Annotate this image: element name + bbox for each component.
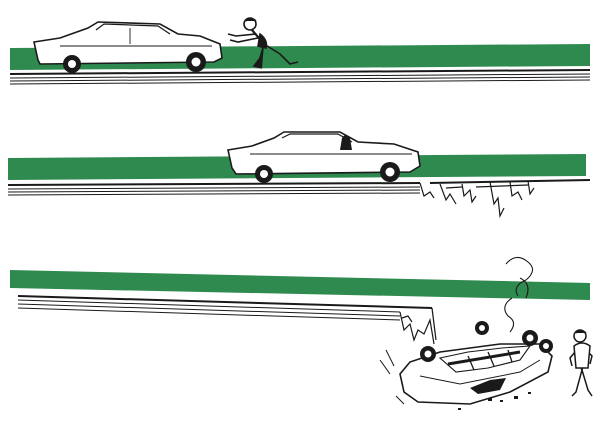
panel-2 — [7, 131, 591, 219]
panel-3-overturned-car — [379, 321, 553, 410]
panel-2-driver — [340, 135, 352, 150]
panel-1 — [9, 17, 591, 85]
panel-2-road-lines — [7, 179, 591, 196]
panel-3-debris — [458, 392, 531, 410]
panel-3-grass-band — [10, 270, 590, 300]
panel-3-road-lines — [17, 295, 433, 321]
panel-3-collapsed-edge — [399, 307, 437, 345]
panel-3-smoke — [504, 256, 534, 333]
panel-1-car — [33, 21, 223, 73]
panel-3-bystander-man — [569, 329, 593, 397]
panel-1-road-lines — [9, 69, 591, 85]
panel-3 — [10, 256, 593, 410]
panel-3-wheels — [420, 321, 553, 362]
panel-2-car — [227, 131, 421, 183]
panel-1-man-pushing — [227, 17, 299, 69]
panel-2-crumbling-road — [419, 180, 535, 219]
